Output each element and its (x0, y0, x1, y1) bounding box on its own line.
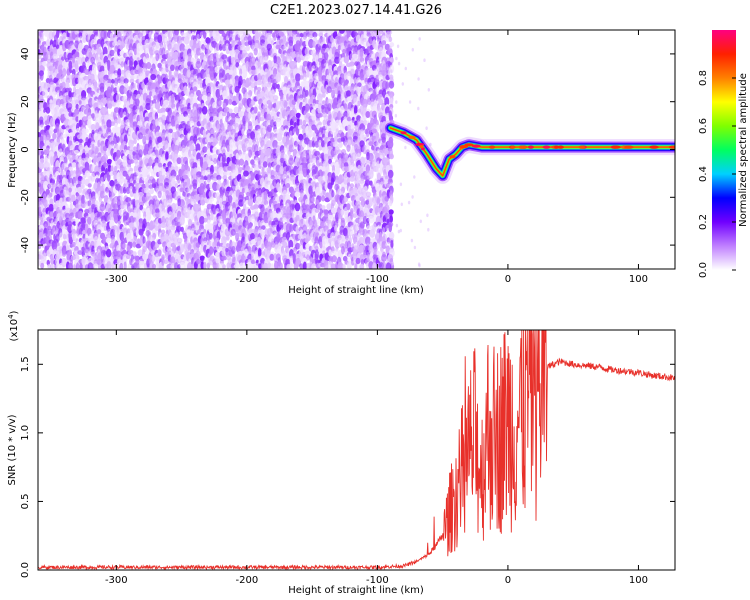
x-tick-label: 100 (629, 274, 648, 285)
y-tick-label: 0.0 (20, 562, 31, 578)
snr-y-axis-label: SNR (10 * v/v) (7, 414, 18, 485)
snr-scale-label: (x104) (7, 310, 20, 341)
colorbar-gradient (712, 30, 736, 270)
colorbar-tick-label: 0.4 (698, 166, 709, 182)
snr-x-axis-label: Height of straight line (km) (288, 585, 424, 596)
x-tick-label: -100 (366, 274, 389, 285)
spectrogram-y-axis-label: Frequency (Hz) (7, 112, 18, 188)
snr-chart: -300 -200 -100 0 100 0.0 0.5 1.0 1.5 Height of … (7, 310, 676, 596)
y-tick-label: -40 (20, 237, 31, 253)
x-tick-label: 0 (505, 274, 511, 285)
spectrogram-y-ticks: -40 -20 0 20 40 (20, 48, 675, 253)
y-tick-label: 0 (20, 146, 31, 152)
snr-y-ticks: 0.0 0.5 1.0 1.5 (20, 356, 675, 578)
figure-title: C2E1.2023.027.14.41.G26 (270, 3, 442, 18)
x-tick-label: -300 (105, 274, 128, 285)
spectrogram-heatmap (38, 30, 675, 269)
y-tick-label: 1.5 (20, 356, 31, 372)
x-tick-label: -200 (236, 274, 259, 285)
y-tick-label: 40 (20, 48, 31, 61)
colorbar-ticks: 0.0 0.2 0.4 0.6 0.8 (698, 70, 736, 278)
spectrogram-x-axis-label: Height of straight line (km) (288, 285, 424, 296)
snr-scale-label-suffix: ) (9, 310, 20, 314)
colorbar: 0.0 0.2 0.4 0.6 0.8 Normalized spectral ampl… (698, 30, 749, 278)
x-tick-label: -200 (236, 575, 259, 586)
x-tick-label: -300 (105, 575, 128, 586)
snr-series-line (38, 330, 675, 570)
colorbar-tick-label: 0.6 (698, 118, 709, 134)
y-tick-label: 20 (20, 95, 31, 108)
colorbar-tick-label: 0.0 (698, 262, 709, 278)
snr-scale-label-exp: 4 (7, 314, 15, 319)
y-tick-label: 0.5 (20, 493, 31, 509)
x-tick-label: -100 (366, 575, 389, 586)
snr-scale-label-prefix: (x10 (9, 319, 20, 342)
colorbar-tick-label: 0.8 (698, 70, 709, 86)
snr-x-ticks: -300 -200 -100 0 100 (105, 330, 648, 586)
x-tick-label: 100 (629, 575, 648, 586)
y-tick-label: -20 (20, 189, 31, 205)
x-tick-label: 0 (505, 575, 511, 586)
colorbar-label: Normalized spectral amplitude (738, 73, 749, 227)
y-tick-label: 1.0 (20, 425, 31, 441)
snr-frame (37, 329, 676, 571)
spectrogram-x-ticks: -300 -200 -100 0 100 (105, 30, 648, 285)
snr-series-path (38, 330, 675, 570)
colorbar-tick-label: 0.2 (698, 214, 709, 230)
